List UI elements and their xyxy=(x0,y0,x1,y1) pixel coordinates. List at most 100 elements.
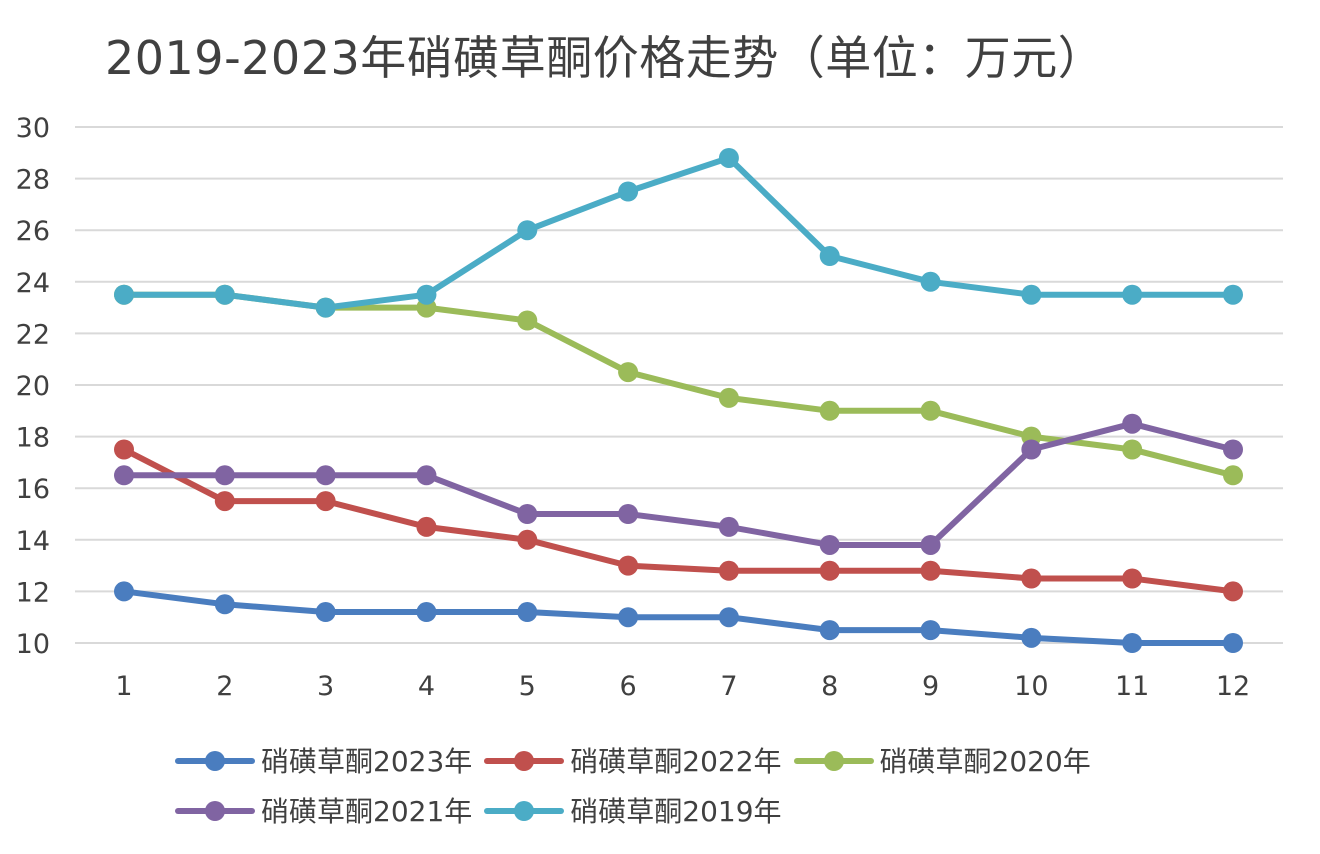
data-point xyxy=(920,620,941,641)
data-point xyxy=(114,439,134,460)
x-tick-label: 12 xyxy=(1216,671,1250,702)
x-tick-label: 6 xyxy=(619,671,636,702)
data-point xyxy=(214,465,235,486)
x-tick-label: 5 xyxy=(519,671,536,702)
data-point xyxy=(517,310,538,331)
y-tick-label: 30 xyxy=(16,113,50,144)
data-point xyxy=(214,284,235,305)
data-point xyxy=(920,400,941,421)
data-point xyxy=(618,181,639,202)
data-point xyxy=(517,220,538,241)
data-point xyxy=(718,607,739,628)
x-tick-label: 2 xyxy=(216,671,233,702)
data-point xyxy=(114,465,134,486)
legend-marker xyxy=(175,800,255,821)
data-point xyxy=(920,534,941,555)
x-tick-label: 9 xyxy=(922,671,939,702)
data-point xyxy=(517,529,538,550)
data-point xyxy=(618,504,639,524)
y-tick-label: 22 xyxy=(16,319,50,350)
data-point xyxy=(1223,465,1243,486)
x-tick-label: 3 xyxy=(317,671,334,702)
y-tick-label: 26 xyxy=(16,216,50,247)
data-point xyxy=(517,504,538,524)
data-point xyxy=(1223,439,1243,460)
legend: 硝磺草酮2023年 硝磺草酮2022年 硝磺草酮2020年 硝磺草酮2021年 硝磺草… xyxy=(175,735,1275,835)
x-tick-label: 7 xyxy=(720,671,737,702)
y-tick-label: 14 xyxy=(16,526,50,557)
legend-marker xyxy=(175,750,255,771)
data-point xyxy=(517,602,538,623)
data-point xyxy=(1122,568,1143,589)
data-point xyxy=(315,465,336,486)
y-tick-label: 18 xyxy=(16,423,50,454)
data-point xyxy=(1122,439,1143,460)
x-axis-labels: 1 2 3 4 5 6 7 8 9 10 11 12 xyxy=(115,671,1250,702)
data-point xyxy=(618,362,639,383)
legend-marker xyxy=(793,750,874,771)
data-point xyxy=(214,491,235,512)
data-point xyxy=(819,620,840,641)
data-point xyxy=(819,246,840,266)
x-tick-label: 4 xyxy=(418,671,435,702)
y-tick-label: 20 xyxy=(16,371,50,402)
data-point xyxy=(819,534,840,555)
x-tick-label: 10 xyxy=(1014,671,1048,702)
data-point xyxy=(1021,439,1042,460)
series-line-4 xyxy=(121,154,1236,311)
data-point xyxy=(1223,581,1243,602)
y-axis-labels: 10 12 14 16 18 20 22 24 26 28 30 xyxy=(16,113,50,660)
data-point xyxy=(718,147,739,168)
legend-marker xyxy=(484,800,565,821)
data-point xyxy=(214,594,235,615)
legend-item: 硝磺草酮2019年 xyxy=(484,790,782,830)
legend-item: 硝磺草酮2021年 xyxy=(175,790,472,830)
y-tick-label: 10 xyxy=(16,629,50,660)
legend-label: 硝磺草酮2022年 xyxy=(570,745,782,778)
data-point xyxy=(1223,633,1243,653)
data-point xyxy=(1122,633,1143,653)
data-point xyxy=(1223,284,1243,305)
x-tick-label: 8 xyxy=(821,671,838,702)
y-tick-label: 16 xyxy=(16,474,50,505)
x-tick-label: 11 xyxy=(1115,671,1149,702)
data-point xyxy=(1021,284,1042,305)
data-point xyxy=(920,560,941,581)
data-point xyxy=(819,560,840,581)
legend-item: 硝磺草酮2020年 xyxy=(793,740,1091,780)
y-tick-label: 28 xyxy=(16,165,50,196)
legend-row-2: 硝磺草酮2021年 硝磺草酮2019年 xyxy=(175,785,1275,835)
data-point xyxy=(920,271,941,292)
legend-label: 硝磺草酮2023年 xyxy=(261,745,473,778)
x-tick-label: 1 xyxy=(115,671,132,702)
data-point xyxy=(416,465,437,486)
data-point xyxy=(618,607,639,628)
y-tick-label: 24 xyxy=(16,268,50,299)
data-point xyxy=(416,284,437,305)
series-line-3 xyxy=(121,420,1236,548)
data-point xyxy=(1122,284,1143,305)
data-point xyxy=(718,560,739,581)
legend-item: 硝磺草酮2023年 xyxy=(175,740,472,780)
gridlines xyxy=(75,126,1283,644)
data-point xyxy=(718,387,739,408)
legend-label: 硝磺草酮2019年 xyxy=(570,795,782,828)
legend-label: 硝磺草酮2021年 xyxy=(261,795,473,828)
data-point xyxy=(1021,568,1042,589)
chart-title: 2019-2023年硝磺草酮价格走势（单位：万元） xyxy=(105,31,1105,85)
data-point xyxy=(1122,413,1143,434)
data-point xyxy=(315,297,336,318)
data-point xyxy=(114,581,134,602)
legend-item: 硝磺草酮2022年 xyxy=(484,740,782,780)
data-point xyxy=(416,516,437,537)
series-line-1 xyxy=(121,446,1236,595)
series-lines xyxy=(121,154,1236,646)
data-point xyxy=(315,491,336,512)
data-point xyxy=(718,516,739,537)
series-line-0 xyxy=(121,588,1236,646)
legend-row-1: 硝磺草酮2023年 硝磺草酮2022年 硝磺草酮2020年 xyxy=(175,735,1275,785)
y-tick-label: 12 xyxy=(16,577,50,608)
data-point xyxy=(315,602,336,623)
legend-label: 硝磺草酮2020年 xyxy=(879,745,1091,778)
data-point xyxy=(114,284,134,305)
